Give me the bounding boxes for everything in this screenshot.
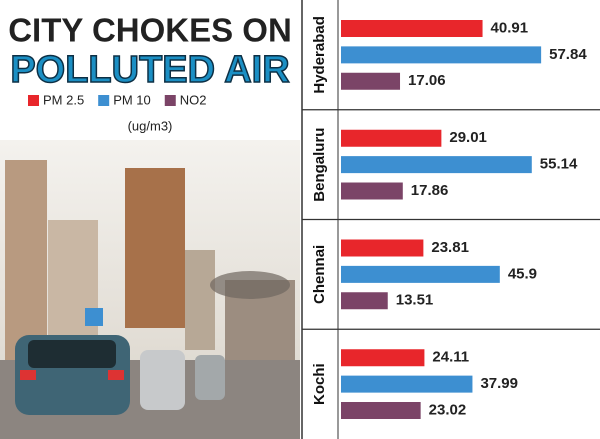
value-label: 23.02 bbox=[429, 401, 467, 418]
bar bbox=[341, 129, 442, 147]
category-label: Kochi bbox=[311, 363, 328, 405]
bar bbox=[341, 265, 500, 283]
subtitle: POLLUTED AIR bbox=[10, 49, 289, 91]
value-label: 24.11 bbox=[432, 349, 469, 366]
bar bbox=[341, 72, 401, 90]
category-label: Hyderabad bbox=[311, 16, 328, 94]
value-label: 45.9 bbox=[508, 265, 537, 282]
bar bbox=[341, 402, 421, 419]
legend-swatch bbox=[164, 95, 176, 106]
legend-swatch bbox=[28, 95, 39, 106]
bar bbox=[341, 349, 425, 367]
bar bbox=[341, 46, 542, 64]
value-label: 17.06 bbox=[408, 72, 446, 89]
value-label: 55.14 bbox=[540, 156, 578, 173]
value-label: 29.01 bbox=[449, 129, 487, 146]
value-label: 23.81 bbox=[431, 239, 469, 256]
bar bbox=[341, 182, 403, 200]
legend-swatch bbox=[98, 95, 110, 106]
bar bbox=[341, 156, 532, 174]
legend-label: NO2 bbox=[180, 92, 207, 107]
category-label: Bengaluru bbox=[311, 128, 328, 202]
legend-label: PM 10 bbox=[113, 92, 151, 107]
bar bbox=[341, 239, 424, 257]
value-label: 17.86 bbox=[411, 182, 449, 199]
bar bbox=[341, 375, 473, 393]
value-label: 57.84 bbox=[549, 46, 587, 63]
value-label: 37.99 bbox=[480, 375, 518, 392]
photo bbox=[0, 140, 300, 439]
title: CITY CHOKES ON bbox=[8, 12, 292, 49]
legend: PM 2.5 PM 10 NO2 bbox=[28, 92, 207, 107]
plot: Hyderabad 40.91 57.84 17.06 Bengaluru 29.01 55… bbox=[302, 16, 600, 419]
category-label: Chennai bbox=[311, 245, 328, 304]
legend-label: PM 2.5 bbox=[43, 92, 84, 107]
value-label: 40.91 bbox=[491, 19, 529, 36]
value-label: 13.51 bbox=[396, 292, 434, 309]
unit-note: (ug/m3) bbox=[128, 118, 173, 133]
bar bbox=[341, 292, 388, 310]
bar bbox=[341, 20, 483, 37]
